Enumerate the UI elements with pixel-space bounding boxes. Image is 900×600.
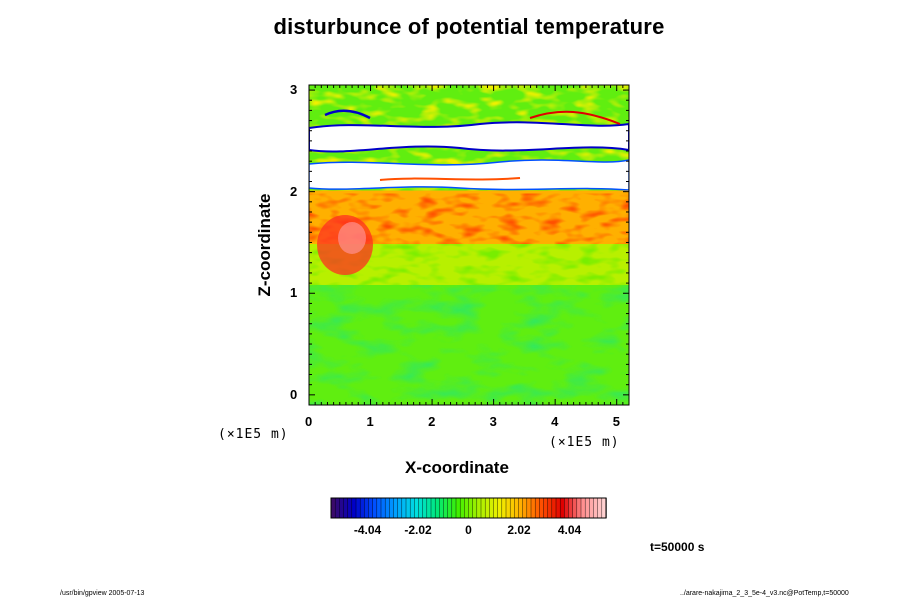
colorbar-cell xyxy=(493,497,499,519)
colorbar-cell xyxy=(443,497,449,519)
colorbar-cell xyxy=(359,497,366,519)
masked-band-2 xyxy=(309,159,629,191)
colorbar-cell xyxy=(330,497,336,519)
x-tick-label: 5 xyxy=(612,414,620,429)
colorbar-cell xyxy=(414,497,420,519)
colorbar-cell xyxy=(405,497,411,519)
colorbar-frame xyxy=(330,497,607,519)
x-unit-label: (×1E5 m) xyxy=(549,435,620,450)
colorbar-cell xyxy=(347,497,353,519)
colorbar-cell xyxy=(380,497,386,519)
colorbar-tick-label: 2.02 xyxy=(507,523,531,537)
colorbar-cell xyxy=(372,497,378,519)
colorbar-tick-label: 4.04 xyxy=(557,523,582,537)
colorbar-cell xyxy=(384,497,391,519)
cool-streak xyxy=(324,109,371,120)
colorbar-cell xyxy=(489,497,495,519)
colorbar-cell xyxy=(455,497,461,519)
heatmap-texture-lower xyxy=(309,280,629,405)
colorbar-cell xyxy=(389,497,395,519)
warm-streak-1 xyxy=(529,110,621,125)
colorbar-cell xyxy=(501,497,507,519)
colorbar-cell xyxy=(397,497,403,519)
colorbar-cell xyxy=(464,497,470,519)
plot-area xyxy=(309,85,629,405)
colorbar-cell xyxy=(339,497,345,519)
colorbar-cell xyxy=(497,497,503,519)
x-tick-label: 1 xyxy=(366,414,374,429)
colorbar-cell xyxy=(480,497,486,519)
colorbar-cell xyxy=(434,497,441,519)
colorbar-cell xyxy=(505,497,511,519)
colorbar-cell xyxy=(355,497,361,519)
colorbar-cell xyxy=(364,497,370,519)
y-tick-label: 3 xyxy=(290,82,298,98)
colorbar-cell xyxy=(472,497,478,519)
colorbar-tick-label: 0 xyxy=(465,523,472,537)
colorbar-cell xyxy=(468,497,474,519)
time-label: t=50000 s xyxy=(650,540,705,554)
x-ticks xyxy=(308,85,630,405)
y-ticks xyxy=(309,89,629,406)
y-axis-label: Z-coordinate xyxy=(255,193,274,297)
x-tick-label: 4 xyxy=(551,414,559,429)
chart-title: disturbunce of potential temperature xyxy=(273,14,665,39)
colorbar xyxy=(330,497,607,519)
colorbar-tick-label: -2.02 xyxy=(404,523,432,537)
y-tick-label: 2 xyxy=(290,183,298,199)
colorbar-cell xyxy=(409,497,416,519)
colorbar-cell xyxy=(351,497,357,519)
colorbar-cell xyxy=(451,497,457,519)
colorbar-cell xyxy=(401,497,407,519)
colorbar-cell xyxy=(393,497,399,519)
colorbar-tick-label: -4.04 xyxy=(353,523,382,537)
colorbar-cell xyxy=(459,497,466,519)
colorbar-cell xyxy=(439,497,445,519)
x-axis-label: X-coordinate xyxy=(405,458,509,477)
colorbar-cell xyxy=(430,497,436,519)
colorbar-cell xyxy=(447,497,453,519)
y-tick-label: 0 xyxy=(290,386,298,402)
colorbar-cell xyxy=(376,497,382,519)
colorbar-cell xyxy=(418,497,424,519)
warm-blob-core xyxy=(338,222,366,254)
x-tick-label: 0 xyxy=(305,414,313,429)
x-tick-label: 2 xyxy=(428,414,436,429)
warm-streak-2 xyxy=(379,177,521,181)
colorbar-cell xyxy=(368,497,374,519)
colorbar-cell xyxy=(334,497,341,519)
y-unit-label: (×1E5 m) xyxy=(218,427,289,442)
footer-source: ../arare-nakajima_2_3_5e-4_v3.nc@PotTemp… xyxy=(680,590,849,597)
footer-command: /usr/bin/gpview 2005-07-13 xyxy=(60,590,145,597)
colorbar-cell xyxy=(422,497,428,519)
colorbar-cell xyxy=(426,497,432,519)
colorbar-cell xyxy=(476,497,482,519)
masked-band-1 xyxy=(309,121,629,153)
colorbar-cell xyxy=(343,497,349,519)
y-tick-label: 1 xyxy=(290,285,298,301)
x-tick-label: 3 xyxy=(489,414,497,429)
colorbar-cell xyxy=(484,497,491,519)
